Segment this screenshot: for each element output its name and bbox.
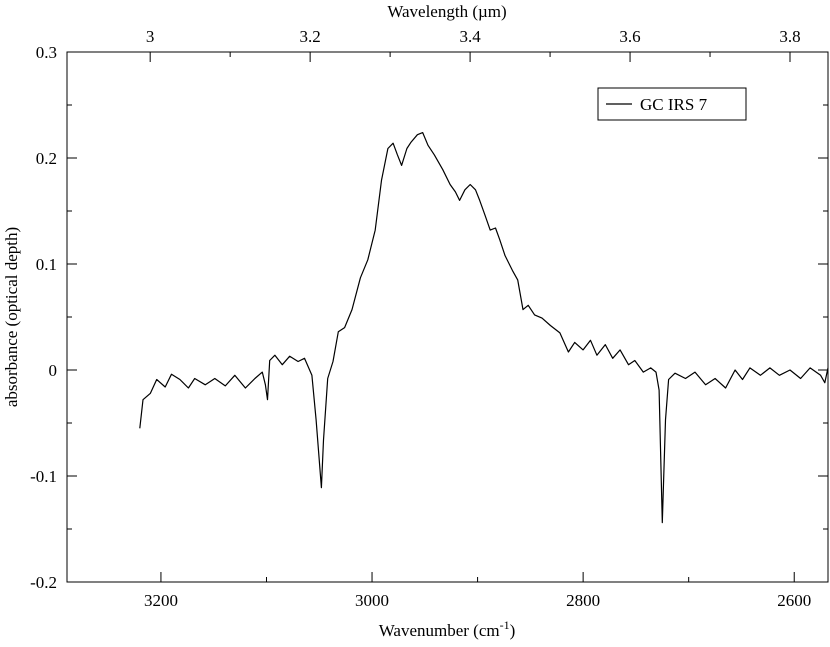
y-tick-label: 0.3 (36, 43, 57, 62)
x-axis-label: Wavenumber (cm-1) (379, 618, 516, 640)
x2-axis-label: Wavelength (µm) (387, 2, 506, 21)
x-label-end: ) (510, 621, 516, 640)
x-label-sup: -1 (500, 618, 510, 632)
x2-tick-label: 3.2 (300, 27, 321, 46)
plot-frame (66, 51, 829, 583)
x-tick-label: 2800 (566, 591, 600, 610)
y-tick-label: -0.1 (30, 467, 57, 486)
x2-tick-label: 3.4 (459, 27, 481, 46)
y-tick-label: 0.1 (36, 255, 57, 274)
x2-tick-label: 3.6 (619, 27, 640, 46)
y-tick-label: 0 (49, 361, 58, 380)
x-tick-label: 2600 (777, 591, 811, 610)
x2-tick-label: 3.8 (779, 27, 800, 46)
x-tick-label: 3200 (144, 591, 178, 610)
y-tick-label: -0.2 (30, 573, 57, 592)
y-tick-label: 0.2 (36, 149, 57, 168)
x2-tick-label: 3 (146, 27, 155, 46)
spectrum-line (139, 132, 829, 524)
y-axis-label: absorbance (optical depth) (2, 227, 21, 407)
legend-label: GC IRS 7 (640, 95, 708, 114)
x-tick-label: 3000 (355, 591, 389, 610)
x-label-text: Wavenumber (cm (379, 621, 500, 640)
